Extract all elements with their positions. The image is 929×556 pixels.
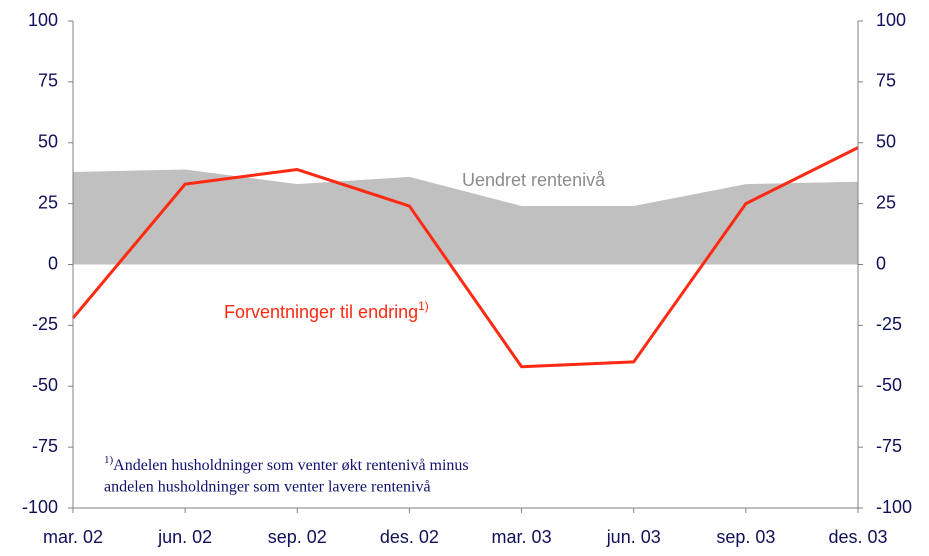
footnote-line: andelen husholdninger som venter lavere … [104,479,431,496]
series-label-text: Forventninger til endring [224,302,418,322]
y2-tick-label: -100 [876,497,912,517]
x-tick-label: sep. 02 [268,527,327,547]
y2-tick-label: 50 [876,132,896,152]
y-tick-label: -75 [32,436,58,456]
x-tick-label: des. 02 [380,527,439,547]
series-label-sup: 1) [418,299,429,313]
series-label: Uendret rentenivå [462,170,606,190]
series-label: Forventninger til endring1) [224,299,429,322]
x-tick-label: jun. 03 [606,527,661,547]
y-tick-label: 100 [28,10,58,30]
y2-tick-label: -50 [876,375,902,395]
x-tick-label: mar. 02 [43,527,103,547]
y2-tick-label: 100 [876,10,906,30]
y-tick-label: 75 [38,71,58,91]
y2-tick-label: 0 [876,253,886,273]
y2-tick-label: 75 [876,71,896,91]
x-tick-label: jun. 02 [157,527,212,547]
x-tick-label: sep. 03 [716,527,775,547]
y-tick-label: -50 [32,375,58,395]
x-tick-label: mar. 03 [492,527,552,547]
line [71,146,859,369]
x-tick-label: des. 03 [828,527,887,547]
area [73,169,858,265]
y2-tick-label: -25 [876,314,902,334]
footnote-line: 1)Andelen husholdninger som venter økt r… [104,454,469,474]
footnote-text: Andelen husholdninger som venter økt ren… [113,457,468,474]
y-tick-label: 0 [48,253,58,273]
y-tick-label: 25 [38,192,58,212]
y2-tick-label: -75 [876,436,902,456]
y-tick-label: -25 [32,314,58,334]
footnote-marker: 1) [104,454,114,466]
y-tick-label: 50 [38,132,58,152]
y2-tick-label: 25 [876,192,896,212]
y-tick-label: -100 [22,497,58,517]
